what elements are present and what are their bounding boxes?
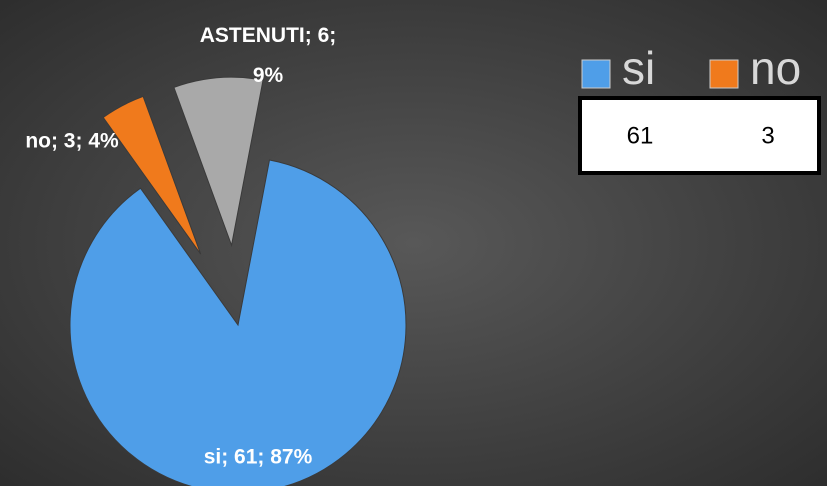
table-cell: 3 (761, 122, 774, 149)
table-cell: 61 (627, 122, 654, 149)
pie-slice (69, 159, 407, 486)
data-label: no; 3; 4% (25, 130, 119, 153)
pie-slice (102, 95, 202, 255)
legend-label: si (622, 42, 655, 94)
data-table-box (578, 96, 821, 175)
pie-slice (173, 76, 264, 248)
data-label: si; 61; 87% (204, 446, 313, 469)
legend-swatch (581, 59, 611, 89)
data-label: ASTENUTI; 6; 9% (200, 24, 337, 87)
legend-label: no (750, 42, 801, 94)
legend-swatch (709, 59, 739, 89)
